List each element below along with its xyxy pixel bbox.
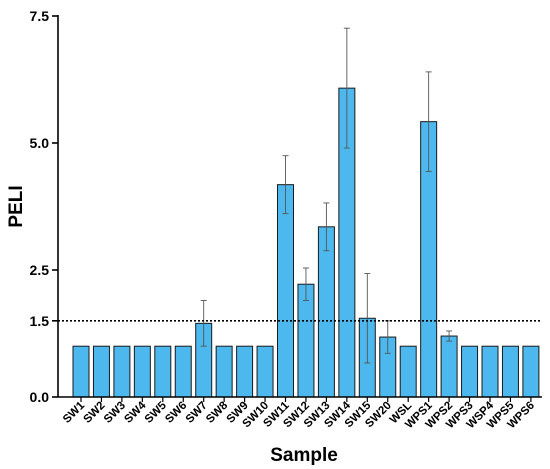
bar-wsp4: [481, 345, 499, 398]
y-axis-title: PELI: [6, 185, 27, 227]
x-axis-title: Sample: [270, 445, 338, 466]
bar-sw10: [256, 345, 274, 398]
y-tick-label: 7.5: [30, 8, 50, 24]
y-ticks: 0.0 1.5 2.5 5.0 7.5: [30, 8, 58, 405]
error-bar-sw12: [302, 267, 309, 301]
bar-sw13: [317, 226, 335, 398]
x-tick-label-sw6: SW6: [163, 400, 189, 426]
x-tick-label-sw2: SW2: [81, 400, 107, 426]
bars-layer: [72, 87, 540, 398]
error-bar-sw14: [343, 27, 350, 149]
y-tick-label: 0.0: [30, 389, 50, 405]
y-tick-label: 2.5: [30, 262, 50, 278]
bar-sw3: [113, 345, 131, 398]
bar-sw1: [72, 345, 90, 398]
bar-sw12: [297, 283, 315, 398]
bar-wsl: [399, 345, 417, 398]
x-tick-label-sw1: SW1: [61, 399, 88, 426]
error-bar-sw15: [364, 273, 371, 364]
bar-wps5: [501, 345, 519, 398]
y-tick-label: 1.5: [30, 313, 50, 329]
error-bars-layer: [200, 27, 453, 364]
error-bar-wps2: [446, 330, 453, 342]
bar-wps3: [461, 345, 479, 398]
y-tick-label: 5.0: [30, 135, 50, 151]
error-bar-sw11: [282, 155, 289, 215]
bar-sw5: [154, 345, 172, 398]
x-tick-label-sw8: SW8: [204, 399, 231, 426]
bar-sw8: [215, 345, 233, 398]
bar-wps6: [522, 345, 540, 398]
bar-wps2: [440, 335, 458, 398]
x-tick-label-sw3: SW3: [102, 400, 128, 426]
bar-sw9: [236, 345, 254, 398]
bar-sw11: [277, 184, 294, 398]
x-ticks: SW1SW2SW3SW4SW5SW6SW7SW8SW9SW10SW11SW12S…: [61, 397, 537, 431]
error-bar-wps1: [425, 71, 432, 172]
x-tick-label-sw4: SW4: [122, 399, 149, 426]
x-tick-label-sw7: SW7: [184, 400, 210, 426]
bar-sw4: [133, 345, 151, 398]
x-tick-label-sw5: SW5: [143, 399, 170, 426]
bar-sw2: [92, 345, 110, 398]
bar-sw6: [174, 345, 192, 398]
error-bar-sw7: [200, 300, 207, 347]
error-bar-sw13: [323, 202, 330, 252]
